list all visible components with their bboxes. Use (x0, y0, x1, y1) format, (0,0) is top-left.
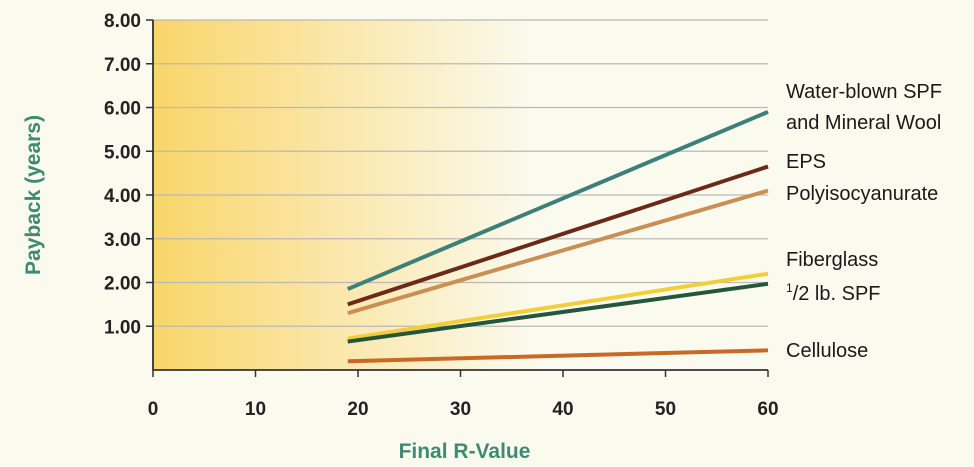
y-tick-label: 1.00 (104, 317, 141, 338)
series-label: 1/2 lb. SPF (786, 281, 881, 305)
series-label: EPS (786, 151, 826, 173)
y-tick-label: 7.00 (104, 55, 141, 76)
series-label: Water-blown SPF (786, 81, 942, 103)
y-tick-label: 3.00 (104, 230, 141, 251)
x-tick-label: 10 (245, 399, 266, 420)
y-tick-label: 4.00 (104, 186, 141, 207)
y-tick-label: 6.00 (104, 99, 141, 120)
series-label: Cellulose (786, 340, 868, 362)
axes (152, 20, 769, 377)
series-line (347, 164, 769, 307)
x-tick-label: 20 (347, 399, 368, 420)
series-line (346, 110, 769, 291)
x-tick-label: 0 (148, 399, 159, 420)
x-tick-label: 60 (757, 399, 778, 420)
x-tick-label: 40 (552, 399, 573, 420)
x-tick-label: 50 (655, 399, 676, 420)
y-tick-label: 8.00 (104, 11, 141, 32)
series-label: Polyisocyanurate (786, 183, 938, 205)
series-line (347, 281, 769, 344)
series-line (347, 348, 769, 364)
y-tick-label: 2.00 (104, 274, 141, 295)
x-axis-title: Final R-Value (399, 440, 531, 463)
series-line (347, 188, 769, 316)
series-label: Fiberglass (786, 249, 878, 271)
series-line (347, 271, 769, 341)
series-lines (346, 110, 769, 364)
tick-labels: 1.00 2.00 3.00 4.00 5.00 6.00 7.00 8.00 0 10 20 30 4… (104, 11, 779, 420)
x-tick-label: 30 (450, 399, 471, 420)
series-label: and Mineral Wool (786, 112, 941, 134)
gridlines (146, 19, 768, 327)
y-tick-label: 5.00 (104, 142, 141, 163)
y-axis-title: Payback (years) (22, 115, 45, 275)
series-labels: Water-blown SPF and Mineral Wool EPS Polyis… (786, 81, 942, 362)
